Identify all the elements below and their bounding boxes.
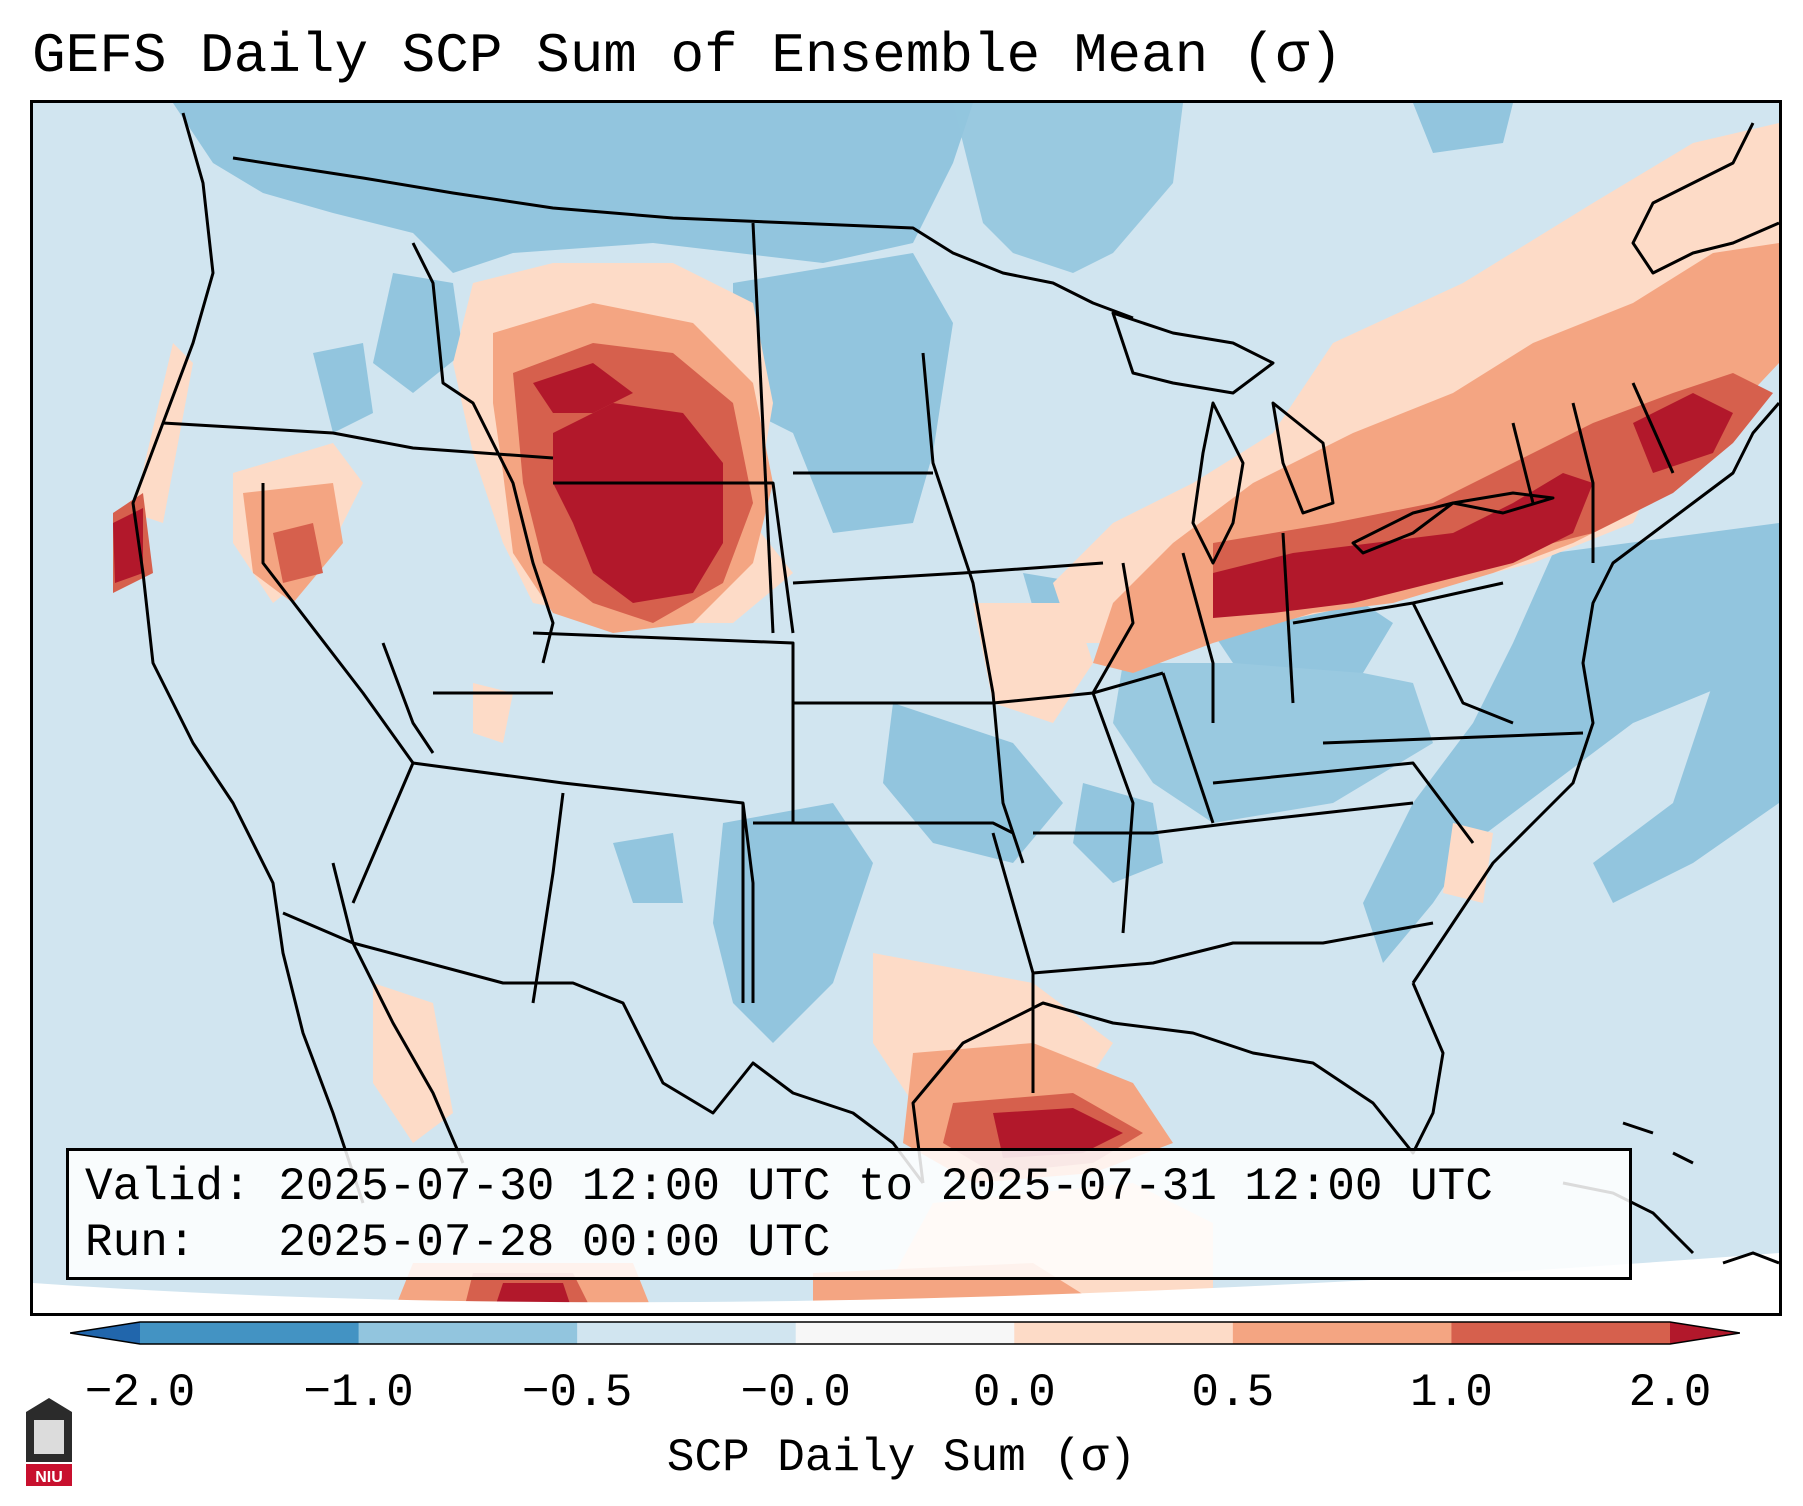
colorbar-bin xyxy=(1451,1322,1671,1344)
colorbar-bin xyxy=(358,1322,578,1344)
colorbar-tick-label: 2.0 xyxy=(1628,1367,1712,1419)
colorbar-bins xyxy=(140,1322,1671,1344)
colorbar-tick-label: 0.5 xyxy=(1191,1367,1275,1419)
logo-window-icon xyxy=(34,1420,64,1454)
valid-time-range: 2025-07-30 12:00 UTC to 2025-07-31 12:00… xyxy=(278,1161,1493,1213)
logo-band xyxy=(26,1464,72,1486)
map-title: GEFS Daily SCP Sum of Ensemble Mean (σ) xyxy=(32,24,1343,88)
colorbar-tick-label: 1.0 xyxy=(1410,1367,1493,1419)
colorbar-tick-label: −1.0 xyxy=(303,1367,414,1419)
run-info-box: Valid: 2025-07-30 12:00 UTC to 2025-07-3… xyxy=(66,1148,1632,1280)
projection-edge xyxy=(33,1253,1779,1313)
colorbar-label: SCP Daily Sum (σ) xyxy=(666,1432,1137,1484)
extreme-positive-anomaly-areas xyxy=(113,363,1733,1313)
run-time: 2025-07-28 00:00 UTC xyxy=(278,1217,831,1269)
colorbar-bin xyxy=(1014,1322,1234,1344)
colorbar-tick-label: −0.5 xyxy=(521,1367,633,1419)
boundary-lines xyxy=(131,112,1779,1204)
niu-logo: NIU xyxy=(26,1398,72,1486)
valid-label: Valid: xyxy=(85,1161,251,1213)
colorbar-bin xyxy=(140,1322,360,1344)
scp-map xyxy=(33,103,1779,1313)
map-panel xyxy=(30,100,1782,1316)
colorbar-bin xyxy=(795,1322,1015,1344)
colorbar-outline xyxy=(70,1321,1740,1345)
colorbar xyxy=(70,1321,1740,1345)
colorbar-tick-label: −2.0 xyxy=(84,1367,196,1419)
logo-text: NIU xyxy=(35,1469,63,1486)
colorbar-extend-high xyxy=(1670,1322,1740,1344)
colorbar-tick-label: −0.0 xyxy=(740,1367,851,1419)
colorbar-extend-low xyxy=(70,1322,140,1344)
colorbar-tick-label: 0.0 xyxy=(972,1367,1056,1419)
colorbar-bin xyxy=(1232,1322,1452,1344)
run-label: Run: xyxy=(85,1217,196,1269)
colorbar-bin xyxy=(577,1322,797,1344)
